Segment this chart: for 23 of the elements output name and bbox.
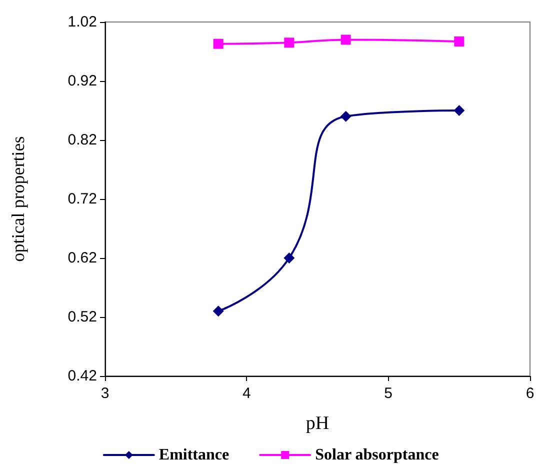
y-tick-label: 1.02 bbox=[68, 14, 97, 30]
point bbox=[213, 38, 224, 49]
y-tick-label: 0.92 bbox=[68, 72, 97, 90]
y-axis-title: optical properties bbox=[8, 136, 28, 262]
x-tick-label: 5 bbox=[384, 385, 393, 402]
legend-label: Emittance bbox=[158, 446, 230, 464]
y-tick-label: 0.82 bbox=[68, 132, 97, 148]
x-tick-label: 6 bbox=[526, 385, 534, 402]
point bbox=[454, 105, 465, 116]
y-tick-label: 0.52 bbox=[68, 308, 97, 326]
point bbox=[340, 34, 351, 45]
y-tick-label: 0.72 bbox=[68, 190, 97, 208]
y-tick-label: 0.62 bbox=[68, 250, 97, 266]
x-tick-label: 4 bbox=[242, 385, 251, 402]
point bbox=[212, 306, 224, 317]
legend-label: Solar absorptance bbox=[315, 446, 439, 464]
y-tick-label: 0.42 bbox=[68, 368, 97, 384]
point bbox=[284, 252, 295, 264]
x-tick-label: 3 bbox=[100, 385, 110, 402]
point bbox=[284, 38, 294, 48]
x-axis-title: pH bbox=[306, 413, 330, 434]
point bbox=[454, 36, 464, 46]
point bbox=[340, 110, 352, 122]
